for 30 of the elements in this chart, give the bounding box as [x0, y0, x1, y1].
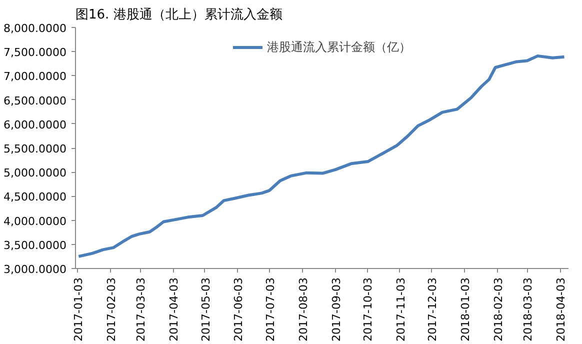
x-tick-label: 2018-02-03 [492, 277, 505, 342]
y-tick-label: 3,000.0000 [4, 263, 67, 276]
x-tick-label: 2017-12-03 [426, 277, 440, 342]
y-tick-label: 4,000.0000 [4, 214, 67, 228]
y-tick-label: 5,500.0000 [4, 142, 67, 156]
y-tick-label: 5,000.0000 [4, 166, 67, 180]
x-tick-label: 2017-05-03 [199, 277, 212, 342]
x-tick-label: 2018-03-03 [522, 277, 535, 342]
y-tick-label: 6,000.0000 [4, 118, 67, 132]
x-tick-label: 2017-08-03 [296, 277, 310, 342]
x-tick-label: 2017-04-03 [168, 277, 181, 342]
line-series [77, 54, 566, 258]
x-tick-label: 2017-06-03 [232, 277, 246, 342]
x-tick-label: 2017-11-03 [394, 277, 408, 342]
x-tick-label: 2017-10-03 [362, 277, 375, 342]
x-tick-label: 2017-07-03 [264, 277, 278, 342]
y-tick-label: 6,500.0000 [4, 94, 67, 108]
x-tick-label: 2018-04-03 [554, 277, 568, 342]
x-tick-label: 2017-09-03 [330, 277, 343, 342]
x-tick-label: 2017-02-03 [104, 277, 118, 342]
x-tick-label: 2018-01-03 [459, 277, 472, 342]
chart-title: 图16. 港股通（北上）累计流入金额 [76, 6, 282, 22]
y-tick-label: 7,000.0000 [4, 70, 67, 84]
legend-label: 港股通流入累计金额（亿） [267, 38, 411, 56]
y-tick-label: 3,500.0000 [4, 238, 67, 252]
y-tick-label: 8,000.0000 [4, 22, 67, 35]
x-tick-label: 2017-01-03 [72, 277, 86, 342]
y-tick-label: 4,500.0000 [4, 190, 67, 204]
x-tick-label: 2017-03-03 [134, 277, 148, 342]
y-tick-label: 7,500.0000 [4, 46, 67, 60]
